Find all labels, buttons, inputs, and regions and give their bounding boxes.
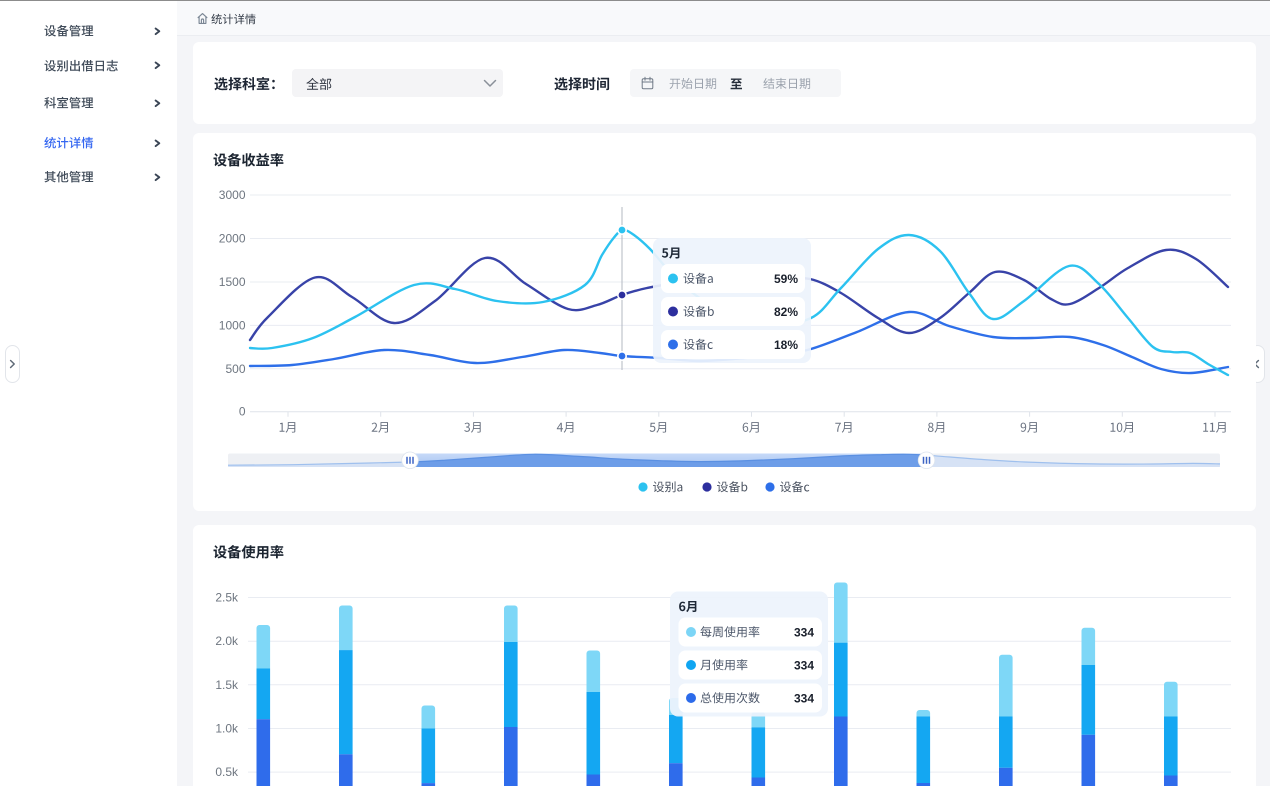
svg-text:1.5k: 1.5k: [215, 677, 239, 691]
svg-text:334: 334: [794, 625, 814, 639]
svg-text:1000: 1000: [219, 318, 246, 332]
svg-text:1500: 1500: [219, 275, 246, 289]
svg-text:59%: 59%: [774, 272, 798, 286]
svg-text:500: 500: [225, 362, 245, 376]
svg-text:0.5k: 0.5k: [215, 765, 239, 779]
svg-text:18%: 18%: [774, 338, 798, 352]
svg-text:334: 334: [794, 691, 814, 705]
svg-text:334: 334: [794, 658, 814, 672]
svg-text:2000: 2000: [219, 232, 246, 246]
svg-text:0: 0: [239, 405, 246, 419]
svg-text:1.0k: 1.0k: [215, 721, 239, 735]
svg-text:2.0k: 2.0k: [215, 634, 239, 648]
svg-text:2.5k: 2.5k: [215, 590, 239, 604]
svg-text:82%: 82%: [774, 305, 798, 319]
svg-text:3000: 3000: [219, 188, 246, 202]
